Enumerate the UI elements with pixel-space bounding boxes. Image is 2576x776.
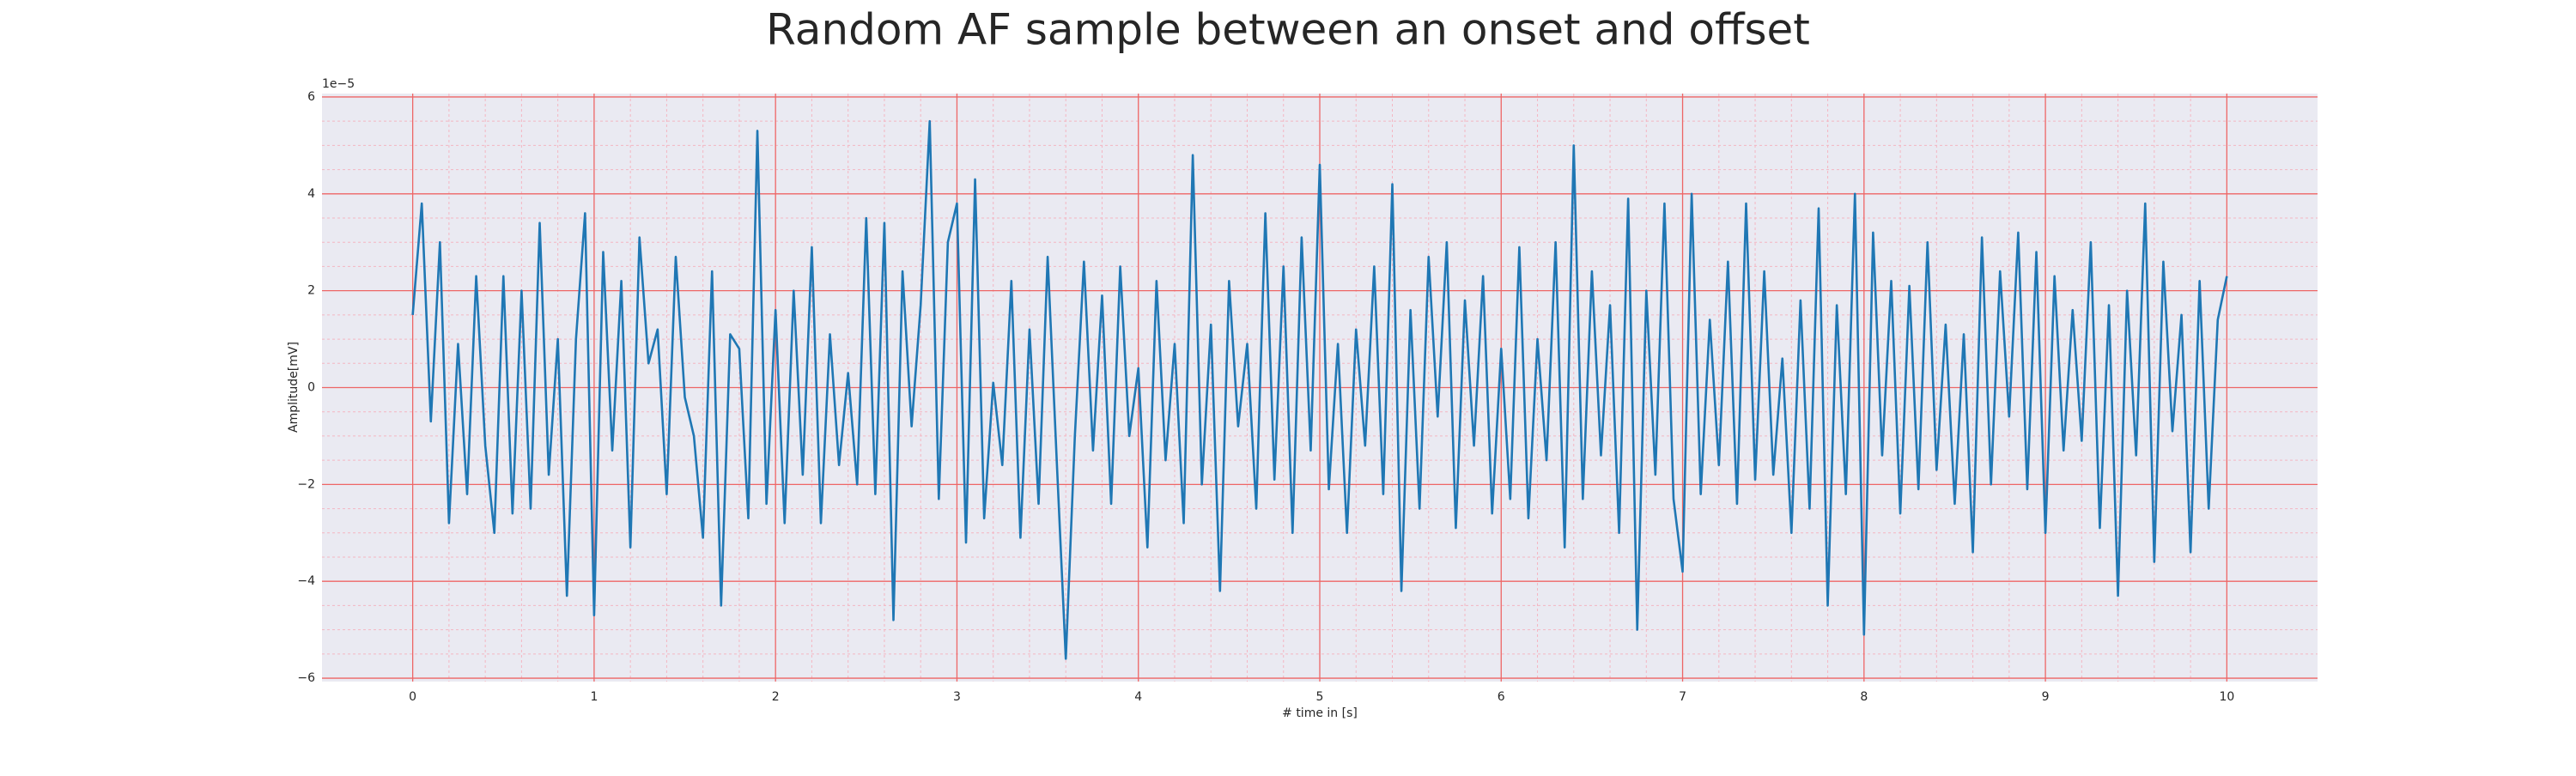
grid	[322, 94, 2318, 682]
x-tick-label: 4	[1134, 690, 1142, 704]
data-line	[411, 119, 2228, 660]
x-tick-label: 1	[590, 690, 598, 704]
y-tick-label: 6	[307, 90, 315, 104]
y-offset-label: 1e−5	[322, 77, 355, 91]
x-tick-label: 10	[2219, 690, 2234, 704]
y-tick-label: 0	[307, 381, 315, 395]
x-tick-label: 6	[1498, 690, 1505, 704]
x-tick-label: 7	[1679, 690, 1686, 704]
x-tick-label: 2	[772, 690, 780, 704]
x-tick-label: 0	[409, 690, 416, 704]
chart-title: Random AF sample between an onset and of…	[766, 5, 1810, 55]
x-axis-label: # time in [s]	[1282, 706, 1358, 720]
x-tick-label: 9	[2042, 690, 2050, 704]
x-tick-label: 8	[1860, 690, 1868, 704]
x-tick-label: 3	[953, 690, 961, 704]
y-tick-label: 2	[307, 284, 315, 298]
y-tick-label: −2	[297, 477, 315, 491]
y-tick-label: −4	[297, 574, 315, 588]
y-tick-label: 4	[307, 187, 315, 201]
y-axis-label: Amplitude[mV]	[287, 342, 301, 433]
x-tick-label: 5	[1316, 690, 1324, 704]
y-tick-label: −6	[297, 671, 315, 685]
